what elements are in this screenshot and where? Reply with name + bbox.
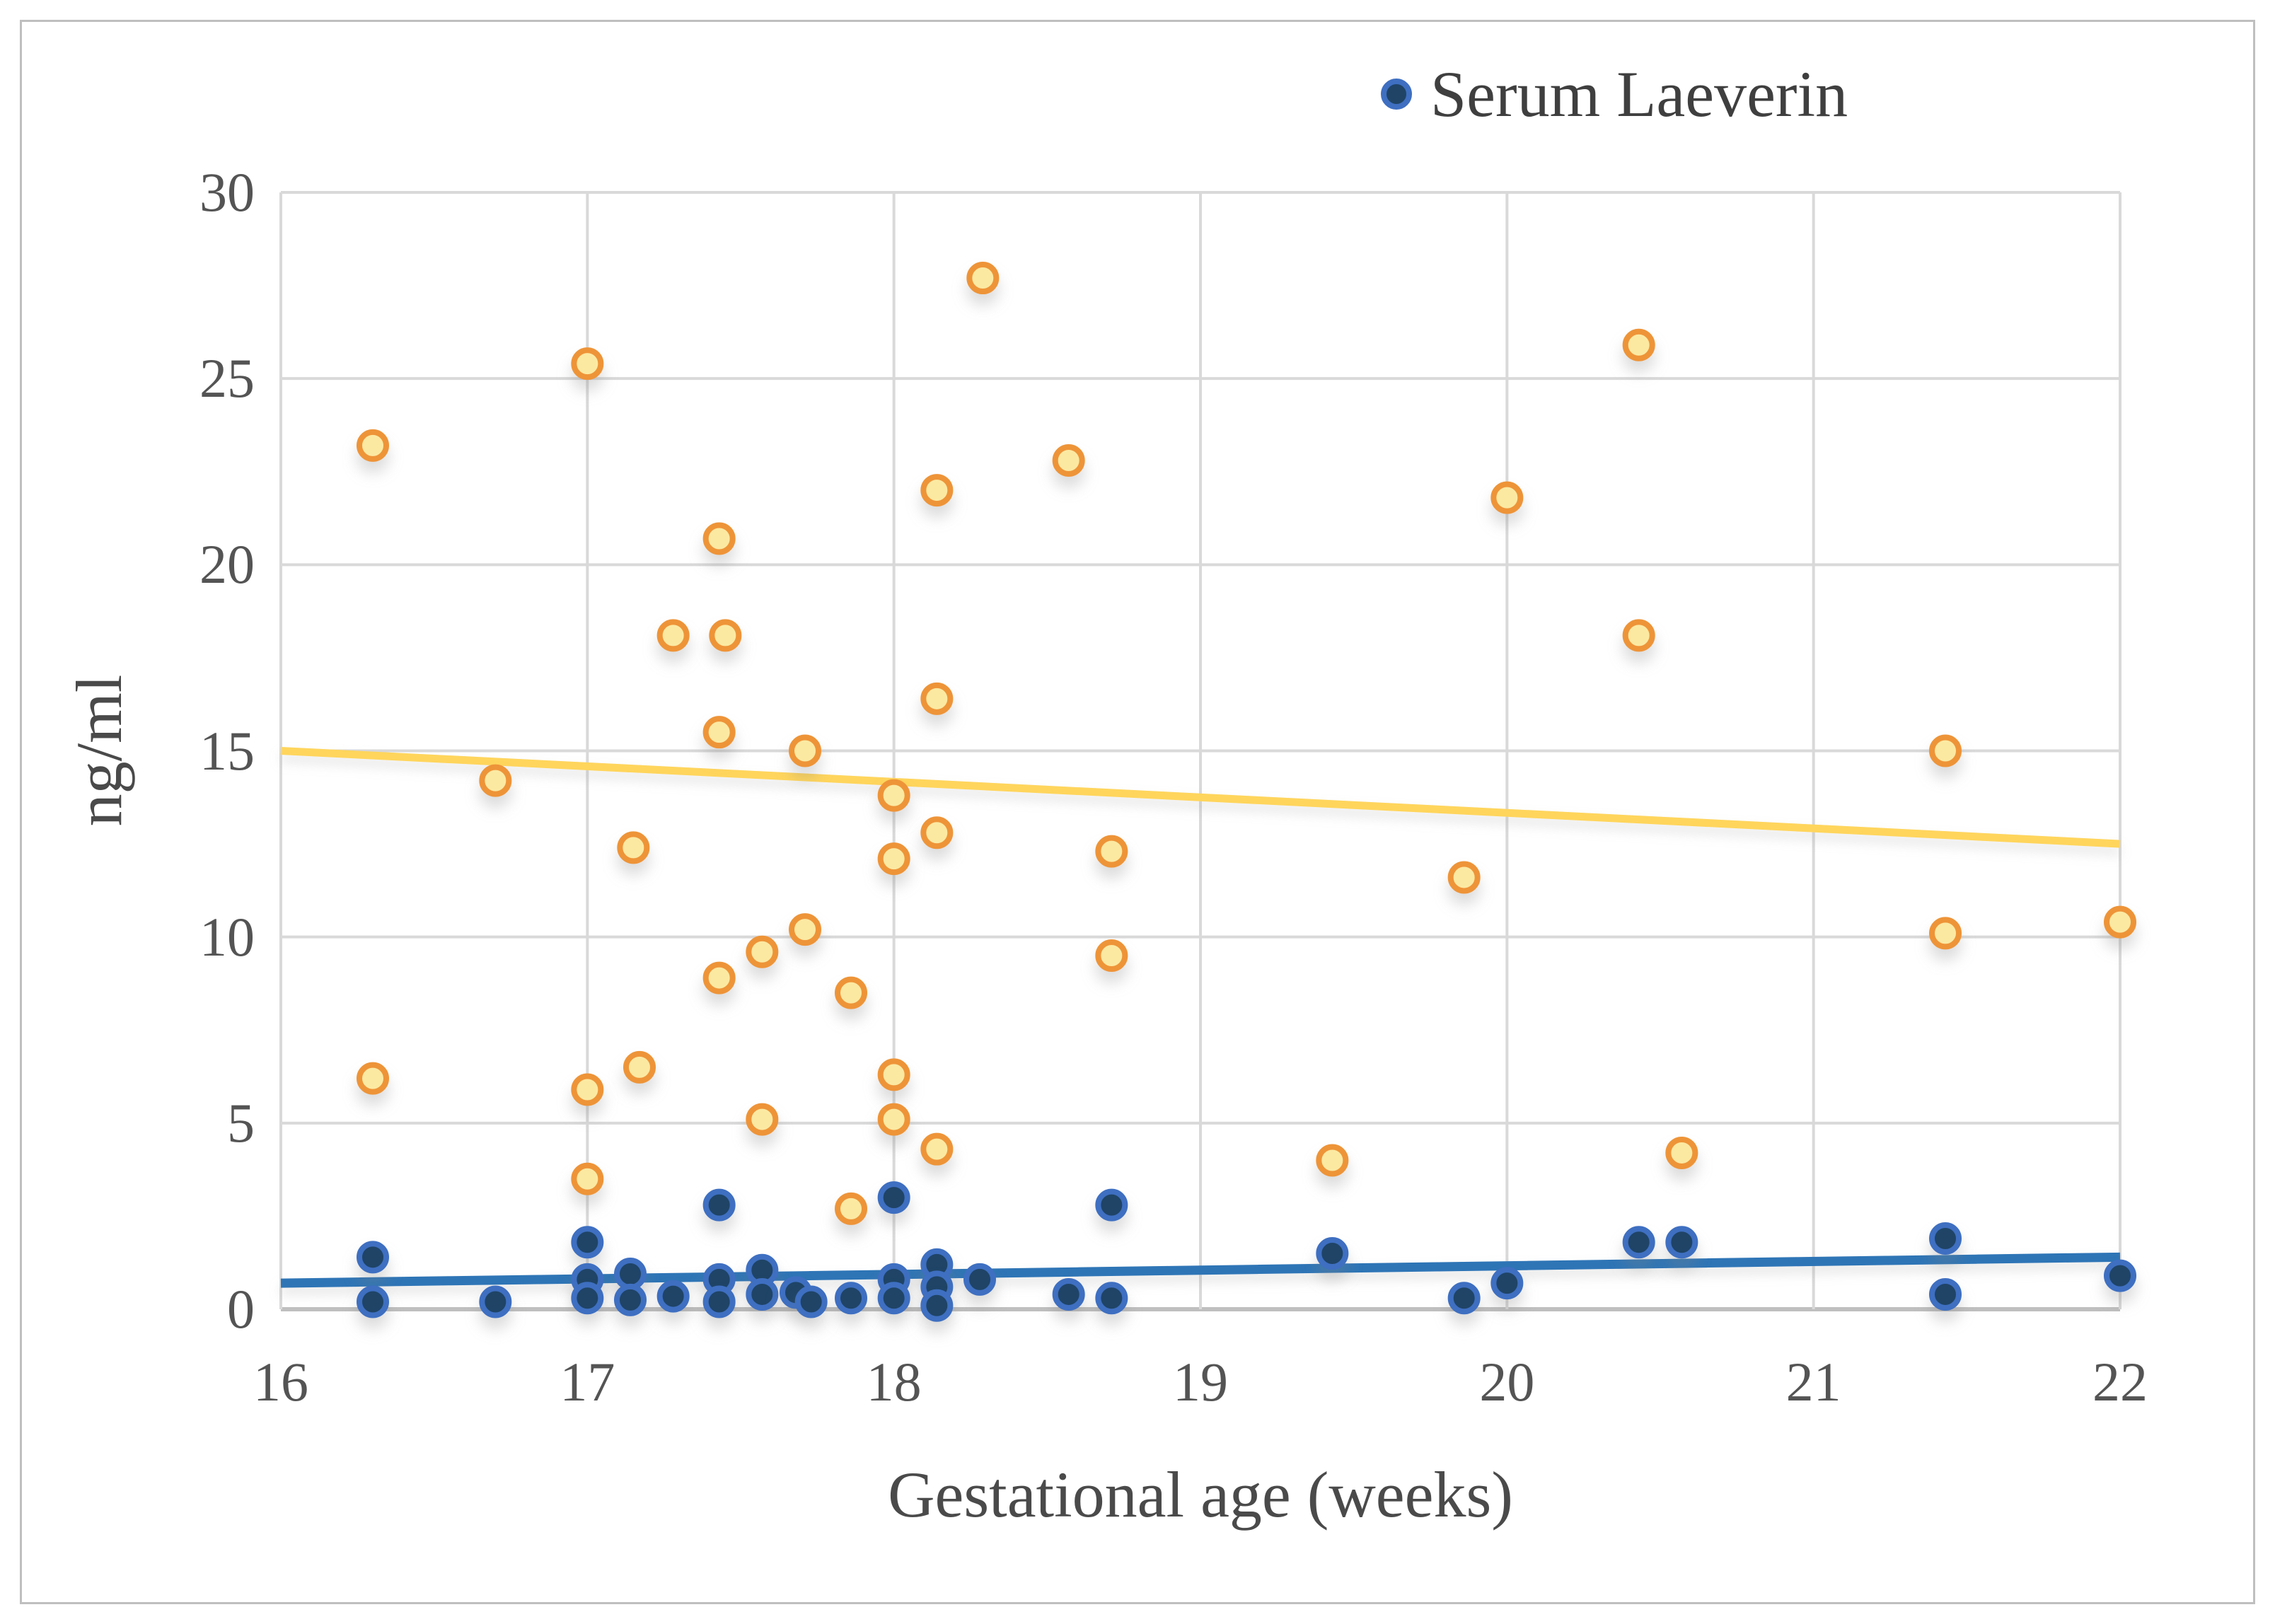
y-tick-label: 20 xyxy=(199,533,255,596)
amniotic-orange-data-point[interactable] xyxy=(1052,443,1085,477)
serum-laeverin-blue-data-point[interactable] xyxy=(2104,1259,2136,1292)
serum-laeverin-blue-data-point[interactable] xyxy=(1316,1237,1349,1270)
amniotic-orange-data-point[interactable] xyxy=(877,1103,910,1136)
y-tick-label: 30 xyxy=(199,161,255,223)
serum-laeverin-blue-data-point[interactable] xyxy=(1095,1188,1128,1222)
figure-border xyxy=(20,20,2255,1604)
amniotic-orange-data-point[interactable] xyxy=(1622,619,1655,652)
x-tick-label: 18 xyxy=(866,1351,922,1413)
y-axis-title: ng/ml xyxy=(63,674,135,827)
amniotic-orange-data-point[interactable] xyxy=(702,716,736,749)
amniotic-orange-data-point[interactable] xyxy=(623,1050,656,1084)
x-tick-label: 19 xyxy=(1173,1351,1228,1413)
amniotic-orange-data-point[interactable] xyxy=(746,935,779,968)
y-tick-label: 0 xyxy=(227,1278,255,1340)
y-tick-label: 10 xyxy=(199,905,255,968)
serum-laeverin-blue-data-point[interactable] xyxy=(920,1289,954,1322)
amniotic-orange-data-point[interactable] xyxy=(1622,328,1655,361)
amniotic-orange-data-point[interactable] xyxy=(479,764,512,797)
y-tick-label: 15 xyxy=(199,719,255,782)
amniotic-orange-data-point[interactable] xyxy=(1929,917,1962,950)
serum-laeverin-blue-data-point[interactable] xyxy=(1665,1226,1698,1259)
serum-laeverin-blue-data-point[interactable] xyxy=(656,1280,690,1313)
legend-label: Serum Laeverin xyxy=(1430,58,1848,130)
amniotic-orange-data-point[interactable] xyxy=(2104,905,2136,939)
serum-laeverin-blue-data-point[interactable] xyxy=(614,1283,647,1316)
amniotic-orange-data-point[interactable] xyxy=(1095,835,1128,868)
amniotic-orange-data-point[interactable] xyxy=(709,619,742,652)
serum-laeverin-blue-data-point[interactable] xyxy=(1622,1226,1655,1259)
serum-laeverin-blue-data-point[interactable] xyxy=(357,1241,389,1274)
serum-laeverin-blue-data-point[interactable] xyxy=(571,1282,604,1315)
amniotic-orange-data-point[interactable] xyxy=(1929,734,1962,767)
amniotic-orange-data-point[interactable] xyxy=(877,779,910,812)
y-tick-label: 5 xyxy=(227,1091,255,1154)
amniotic-orange-data-point[interactable] xyxy=(571,1073,604,1106)
x-tick-label: 16 xyxy=(253,1351,308,1413)
amniotic-orange-data-point[interactable] xyxy=(1447,861,1481,894)
serum-laeverin-blue-data-point[interactable] xyxy=(877,1181,910,1214)
amniotic-orange-data-point[interactable] xyxy=(617,831,650,864)
x-axis-title: Gestational age (weeks) xyxy=(888,1458,1513,1531)
amniotic-orange-data-point[interactable] xyxy=(1316,1144,1349,1177)
serum-laeverin-blue-data-point[interactable] xyxy=(746,1277,779,1311)
serum-laeverin-blue-data-point[interactable] xyxy=(794,1285,828,1318)
x-tick-label: 21 xyxy=(1785,1351,1841,1413)
amniotic-orange-data-point[interactable] xyxy=(920,816,954,849)
serum-laeverin-blue-data-point[interactable] xyxy=(877,1282,910,1315)
amniotic-orange-data-point[interactable] xyxy=(357,1062,389,1095)
legend[interactable]: Serum Laeverin xyxy=(1381,57,1848,132)
y-tick-label: 25 xyxy=(199,347,255,410)
amniotic-orange-data-point[interactable] xyxy=(1490,481,1524,514)
serum-laeverin-blue-data-point[interactable] xyxy=(357,1285,389,1318)
amniotic-orange-data-point[interactable] xyxy=(1665,1136,1698,1169)
x-tick-label: 20 xyxy=(1479,1351,1535,1413)
serum-laeverin-blue-data-point[interactable] xyxy=(1052,1277,1085,1311)
amniotic-orange-data-point[interactable] xyxy=(920,1132,954,1166)
amniotic-orange-data-point[interactable] xyxy=(702,961,736,994)
serum-laeverin-blue-data-point[interactable] xyxy=(571,1226,604,1259)
x-tick-label: 17 xyxy=(560,1351,615,1413)
serum-laeverin-blue-data-point[interactable] xyxy=(702,1285,736,1318)
serum-laeverin-blue-data-point[interactable] xyxy=(835,1282,867,1315)
serum-laeverin-blue-data-point[interactable] xyxy=(614,1257,647,1290)
amniotic-orange-data-point[interactable] xyxy=(746,1103,779,1136)
serum-laeverin-blue-data-point[interactable] xyxy=(702,1188,736,1222)
amniotic-orange-data-point[interactable] xyxy=(920,682,954,715)
serum-laeverin-blue-data-point[interactable] xyxy=(1929,1277,1962,1311)
amniotic-orange-data-point[interactable] xyxy=(702,522,736,555)
amniotic-orange-data-point[interactable] xyxy=(357,429,389,462)
serum-laeverin-blue-data-point[interactable] xyxy=(1490,1267,1524,1300)
serum-laeverin-blue-data-point[interactable] xyxy=(479,1285,512,1318)
amniotic-orange-data-point[interactable] xyxy=(920,474,954,507)
legend-marker-icon xyxy=(1381,79,1412,110)
serum-laeverin-blue-data-point[interactable] xyxy=(1095,1282,1128,1315)
amniotic-orange-data-point[interactable] xyxy=(835,976,867,1009)
amniotic-orange-data-point[interactable] xyxy=(877,1058,910,1091)
amniotic-orange-data-point[interactable] xyxy=(1095,939,1128,972)
amniotic-orange-data-point[interactable] xyxy=(877,842,910,876)
serum-laeverin-blue-data-point[interactable] xyxy=(1929,1222,1962,1255)
amniotic-orange-data-point[interactable] xyxy=(571,1162,604,1195)
serum-laeverin-blue-data-point[interactable] xyxy=(1447,1282,1481,1315)
amniotic-orange-data-point[interactable] xyxy=(789,913,821,946)
amniotic-orange-data-point[interactable] xyxy=(789,734,821,767)
amniotic-orange-data-point[interactable] xyxy=(835,1192,867,1225)
amniotic-orange-data-point[interactable] xyxy=(966,262,1000,295)
amniotic-orange-data-point[interactable] xyxy=(571,347,604,381)
serum-laeverin-blue-data-point[interactable] xyxy=(963,1263,996,1296)
x-tick-label: 22 xyxy=(2092,1351,2148,1413)
amniotic-orange-trendline xyxy=(280,747,2121,848)
amniotic-orange-data-point[interactable] xyxy=(656,619,690,652)
